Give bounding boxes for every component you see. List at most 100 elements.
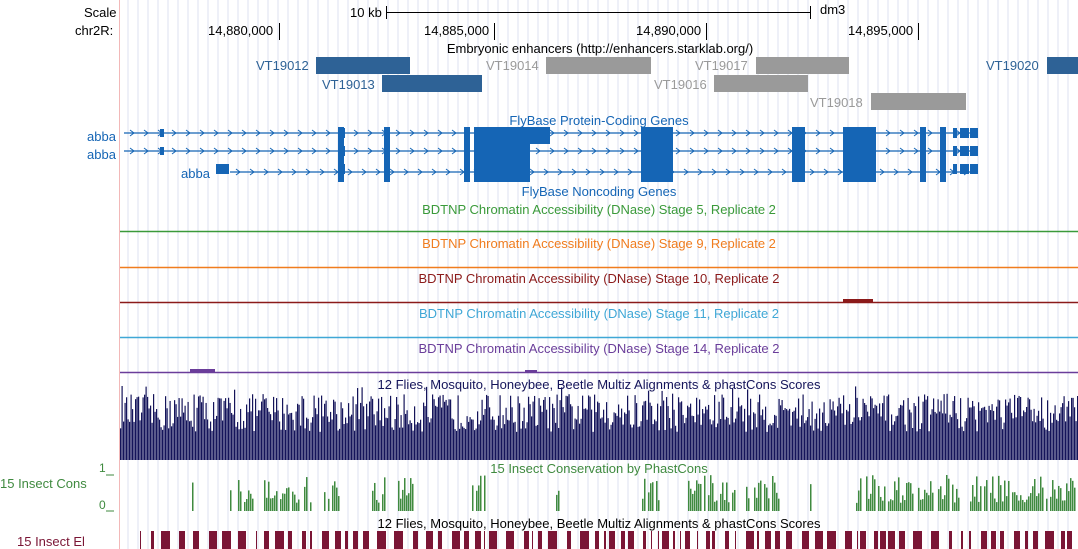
conserved-element-block[interactable] [193,531,199,549]
enhancer-label[interactable]: VT19018 [810,95,863,110]
conserved-element-block[interactable] [802,531,809,549]
enhancer-label[interactable]: VT19013 [322,77,375,92]
enhancer-label[interactable]: VT19016 [654,77,707,92]
conserved-element-block[interactable] [426,531,433,549]
conserved-element-block[interactable] [438,531,442,549]
exon-block[interactable] [960,164,969,174]
conserved-element-block[interactable] [532,531,533,549]
enhancer-label[interactable]: VT19014 [486,58,539,73]
conserved-element-block[interactable] [209,531,217,549]
exon-block[interactable] [953,146,957,156]
conserved-element-block[interactable] [604,531,606,549]
conserved-element-block[interactable] [815,531,823,549]
conserved-element-block[interactable] [706,531,710,549]
conserved-element-block[interactable] [489,531,497,549]
conserved-element-block[interactable] [746,531,754,549]
conserved-element-block[interactable] [394,531,403,549]
conserved-element-block[interactable] [874,531,878,549]
conserved-element-block[interactable] [961,531,963,549]
conserved-element-block[interactable] [786,531,792,549]
conserved-element-block[interactable] [685,531,690,549]
conserved-element-block[interactable] [484,531,485,549]
conserved-element-block[interactable] [377,531,386,549]
dnase-signal-peak[interactable] [525,370,537,372]
conserved-element-block[interactable] [888,531,895,549]
conserved-element-block[interactable] [475,531,481,549]
exon-block[interactable] [641,127,673,182]
conserved-element-block[interactable] [712,531,715,549]
conserved-element-block[interactable] [1014,531,1020,549]
conserved-element-block[interactable] [643,531,646,549]
conserved-element-block[interactable] [1061,531,1065,549]
conserved-element-block[interactable] [757,531,759,549]
conserved-element-block[interactable] [991,531,996,549]
conserved-element-block[interactable] [1045,531,1054,549]
conserved-element-block[interactable] [452,531,460,549]
conserved-element-block[interactable] [680,531,681,549]
conserved-element-block[interactable] [222,531,231,549]
conserved-element-block[interactable] [161,531,170,549]
phastcons-side-label[interactable]: 15 Insect Cons [0,476,87,491]
enhancer-box[interactable] [382,75,482,92]
transcript-label[interactable]: abba [181,166,210,181]
conserved-element-block[interactable] [538,531,542,549]
conserved-element-block[interactable] [506,531,514,549]
conserved-element-block[interactable] [275,531,284,549]
enhancer-box[interactable] [756,57,849,74]
conserved-element-block[interactable] [880,531,886,549]
conserved-element-block[interactable] [345,531,348,549]
elements-side-label[interactable]: 15 Insect El [17,534,85,549]
conserved-element-block[interactable] [651,531,652,549]
conserved-element-block[interactable] [264,531,269,549]
conserved-element-block[interactable] [238,531,246,549]
exon-block[interactable] [920,127,926,182]
conserved-element-block[interactable] [725,531,729,549]
enhancer-label[interactable]: VT19017 [695,58,748,73]
conserved-element-block[interactable] [913,531,922,549]
exon-block[interactable] [792,127,805,182]
conserved-element-block[interactable] [765,531,771,549]
exon-block[interactable] [384,127,390,182]
conserved-element-block[interactable] [288,531,292,549]
conserved-element-block[interactable] [969,531,971,549]
conserved-element-block[interactable] [256,531,257,549]
conserved-element-block[interactable] [310,531,312,549]
conserved-element-block[interactable] [981,531,987,549]
conserved-element-block[interactable] [1033,531,1038,549]
conserved-element-block[interactable] [899,531,905,549]
enhancer-box[interactable] [316,57,410,74]
conserved-element-block[interactable] [827,531,836,549]
enhancer-box[interactable] [546,57,651,74]
conserved-element-block[interactable] [548,531,557,549]
conserved-element-block[interactable] [1000,531,1004,549]
transcript-label[interactable]: abba [87,147,116,162]
conserved-element-block[interactable] [464,531,469,549]
conserved-element-block[interactable] [857,531,858,549]
dnase-signal-peak[interactable] [190,369,215,372]
conserved-element-block[interactable] [845,531,852,549]
conserved-element-block[interactable] [621,531,625,549]
exon-block[interactable] [843,127,876,182]
enhancer-box[interactable] [1047,57,1078,74]
conserved-element-block[interactable] [1067,531,1072,549]
conserved-element-block[interactable] [949,531,952,549]
exon-block[interactable] [474,144,530,182]
conserved-element-block[interactable] [673,531,675,549]
transcript-label[interactable]: abba [87,129,116,144]
exon-block[interactable] [474,127,550,144]
conserved-element-block[interactable] [151,531,154,549]
exon-block[interactable] [970,128,978,138]
conserved-element-block[interactable] [658,531,659,549]
dnase-signal-peak[interactable] [843,299,873,302]
conserved-element-block[interactable] [609,531,615,549]
enhancer-box[interactable] [714,75,808,92]
exon-block[interactable] [970,164,978,174]
conserved-element-block[interactable] [931,531,939,549]
conserved-element-block[interactable] [735,531,736,549]
conserved-element-block[interactable] [322,531,329,549]
conserved-element-block[interactable] [580,531,589,549]
conserved-element-block[interactable] [140,531,141,549]
conserved-element-block[interactable] [363,531,369,549]
